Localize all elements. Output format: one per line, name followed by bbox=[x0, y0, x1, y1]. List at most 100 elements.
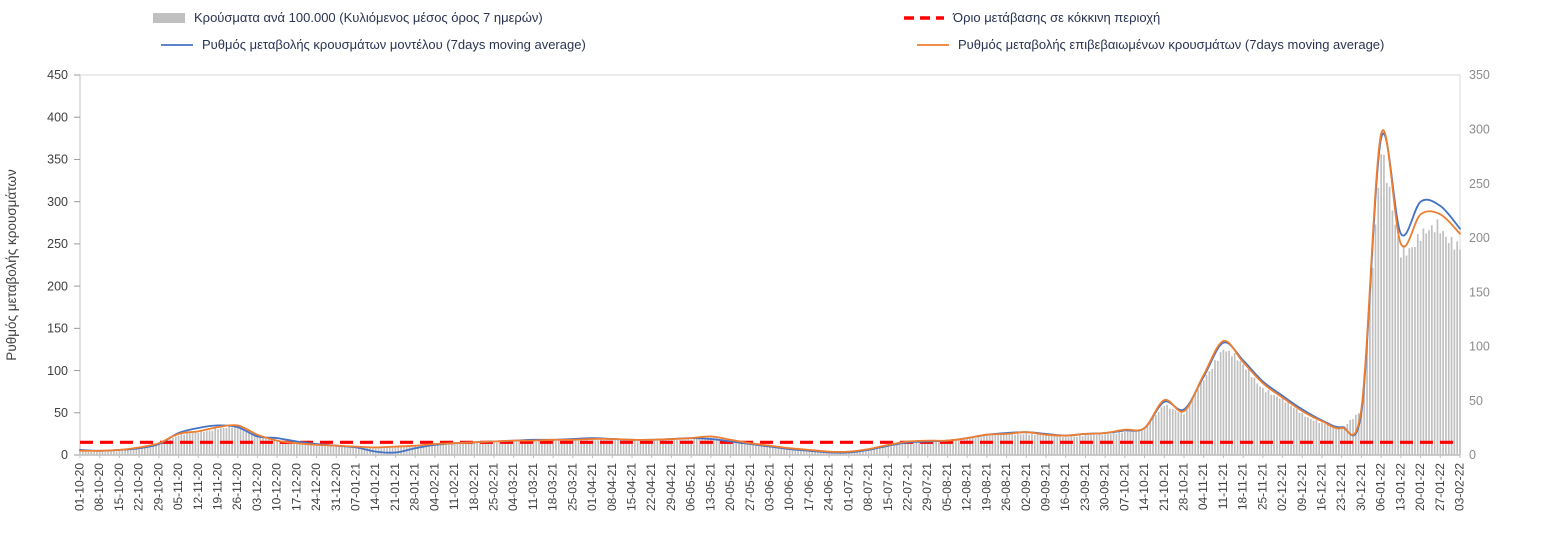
right-axis-labels: 0 50 100 150 200 250 300 350 bbox=[1469, 68, 1490, 462]
svg-text:0: 0 bbox=[1469, 448, 1476, 462]
svg-text:26-11-20: 26-11-20 bbox=[230, 463, 244, 510]
svg-text:11-02-21: 11-02-21 bbox=[447, 463, 461, 510]
svg-text:01-07-21: 01-07-21 bbox=[841, 463, 855, 511]
svg-text:01-10-20: 01-10-20 bbox=[73, 463, 87, 511]
svg-text:25-11-21: 25-11-21 bbox=[1255, 463, 1269, 510]
svg-text:01-04-21: 01-04-21 bbox=[585, 463, 599, 511]
bars-series bbox=[79, 154, 1461, 456]
svg-text:21-10-21: 21-10-21 bbox=[1157, 463, 1171, 511]
svg-text:06-01-22: 06-01-22 bbox=[1374, 463, 1388, 511]
svg-text:03-06-21: 03-06-21 bbox=[763, 463, 777, 511]
legend-label-model-rate: Ρυθμός μεταβολής κρουσμάτων μοντέλου (7d… bbox=[202, 37, 586, 52]
svg-text:18-03-21: 18-03-21 bbox=[546, 463, 560, 511]
svg-text:03-02-22: 03-02-22 bbox=[1453, 463, 1467, 511]
legend-item-confirmed-rate: Ρυθμός μεταβολής επιβεβαιωμένων κρουσμάτ… bbox=[916, 37, 1384, 52]
svg-text:16-12-21: 16-12-21 bbox=[1315, 463, 1329, 511]
model-line-swatch bbox=[161, 43, 193, 46]
svg-text:08-04-21: 08-04-21 bbox=[605, 463, 619, 511]
svg-text:150: 150 bbox=[47, 322, 68, 336]
svg-text:05-08-21: 05-08-21 bbox=[940, 463, 954, 511]
model-line bbox=[79, 132, 1461, 454]
svg-text:15-07-21: 15-07-21 bbox=[881, 463, 895, 511]
y-axis-title: Ρυθμός μεταβολής κρουσμάτων bbox=[4, 169, 19, 361]
svg-text:03-12-20: 03-12-20 bbox=[250, 463, 264, 511]
svg-text:30-12-21: 30-12-21 bbox=[1354, 463, 1368, 511]
svg-text:18-11-21: 18-11-21 bbox=[1236, 463, 1250, 510]
svg-text:150: 150 bbox=[1469, 285, 1490, 299]
bar-series-swatch bbox=[153, 12, 185, 23]
svg-text:350: 350 bbox=[1469, 68, 1490, 82]
confirmed-line-swatch bbox=[917, 43, 949, 46]
svg-text:11-03-21: 11-03-21 bbox=[526, 463, 540, 510]
svg-text:23-09-21: 23-09-21 bbox=[1078, 463, 1092, 511]
legend-item-model-rate: Ρυθμός μεταβολής κρουσμάτων μοντέλου (7d… bbox=[160, 37, 586, 52]
svg-text:23-12-21: 23-12-21 bbox=[1334, 463, 1348, 511]
left-axis-labels: 0 50 100 150 200 250 300 350 400 450 bbox=[47, 68, 80, 462]
svg-text:25-02-21: 25-02-21 bbox=[487, 463, 501, 511]
svg-text:50: 50 bbox=[1469, 394, 1483, 408]
svg-text:28-10-21: 28-10-21 bbox=[1177, 463, 1191, 511]
legend-item-red-zone-threshold: Όριο μετάβασης σε κόκκινη περιοχή bbox=[903, 10, 1160, 25]
svg-text:28-01-21: 28-01-21 bbox=[408, 463, 422, 511]
svg-text:300: 300 bbox=[47, 195, 68, 209]
svg-text:08-10-20: 08-10-20 bbox=[92, 463, 106, 511]
svg-text:24-06-21: 24-06-21 bbox=[822, 463, 836, 511]
svg-text:06-05-21: 06-05-21 bbox=[684, 463, 698, 511]
svg-text:50: 50 bbox=[54, 406, 68, 420]
svg-text:27-01-22: 27-01-22 bbox=[1433, 463, 1447, 511]
svg-text:22-07-21: 22-07-21 bbox=[901, 463, 915, 511]
svg-text:02-09-21: 02-09-21 bbox=[1019, 463, 1033, 511]
svg-text:19-08-21: 19-08-21 bbox=[979, 463, 993, 511]
svg-text:02-12-21: 02-12-21 bbox=[1275, 463, 1289, 511]
svg-text:21-01-21: 21-01-21 bbox=[388, 463, 402, 511]
svg-text:25-03-21: 25-03-21 bbox=[565, 463, 579, 511]
svg-text:20-05-21: 20-05-21 bbox=[723, 463, 737, 511]
svg-text:29-10-20: 29-10-20 bbox=[151, 463, 165, 511]
svg-text:04-11-21: 04-11-21 bbox=[1196, 463, 1210, 510]
legend-label-red-zone-threshold: Όριο μετάβασης σε κόκκινη περιοχή bbox=[953, 10, 1161, 25]
svg-text:100: 100 bbox=[47, 364, 68, 378]
svg-text:18-02-21: 18-02-21 bbox=[467, 463, 481, 511]
svg-text:27-05-21: 27-05-21 bbox=[743, 463, 757, 511]
legend-label-confirmed-rate: Ρυθμός μεταβολής επιβεβαιωμένων κρουσμάτ… bbox=[958, 37, 1385, 52]
svg-text:30-09-21: 30-09-21 bbox=[1098, 463, 1112, 511]
svg-text:400: 400 bbox=[47, 110, 68, 124]
svg-text:0: 0 bbox=[61, 448, 68, 462]
svg-text:350: 350 bbox=[47, 153, 68, 167]
svg-text:31-12-20: 31-12-20 bbox=[329, 463, 343, 511]
svg-text:15-04-21: 15-04-21 bbox=[625, 463, 639, 511]
legend-label-cases-per-100k: Κρούσματα ανά 100.000 (Κυλιόμενος μέσος … bbox=[194, 10, 543, 25]
svg-text:11-11-21: 11-11-21 bbox=[1216, 463, 1230, 510]
svg-text:10-12-20: 10-12-20 bbox=[270, 463, 284, 511]
svg-text:450: 450 bbox=[47, 68, 68, 82]
svg-text:100: 100 bbox=[1469, 340, 1490, 354]
svg-text:19-11-20: 19-11-20 bbox=[211, 463, 225, 510]
svg-text:07-10-21: 07-10-21 bbox=[1117, 463, 1131, 511]
svg-text:250: 250 bbox=[1469, 177, 1490, 191]
svg-text:15-10-20: 15-10-20 bbox=[112, 463, 126, 511]
svg-text:04-02-21: 04-02-21 bbox=[427, 463, 441, 511]
svg-text:07-01-21: 07-01-21 bbox=[349, 463, 363, 511]
svg-text:24-12-20: 24-12-20 bbox=[309, 463, 323, 511]
svg-text:14-01-21: 14-01-21 bbox=[368, 463, 382, 511]
threshold-series-swatch bbox=[904, 15, 944, 20]
svg-text:08-07-21: 08-07-21 bbox=[861, 463, 875, 511]
svg-text:16-09-21: 16-09-21 bbox=[1058, 463, 1072, 511]
svg-text:10-06-21: 10-06-21 bbox=[782, 463, 796, 511]
svg-text:13-01-22: 13-01-22 bbox=[1393, 463, 1407, 511]
confirmed-line bbox=[79, 129, 1461, 453]
svg-text:29-04-21: 29-04-21 bbox=[664, 463, 678, 511]
svg-text:200: 200 bbox=[47, 279, 68, 293]
svg-text:09-09-21: 09-09-21 bbox=[1039, 463, 1053, 511]
svg-text:17-06-21: 17-06-21 bbox=[802, 463, 816, 511]
legend-item-cases-per-100k: Κρούσματα ανά 100.000 (Κυλιόμενος μέσος … bbox=[152, 10, 543, 25]
svg-text:12-11-20: 12-11-20 bbox=[191, 463, 205, 510]
svg-text:09-12-21: 09-12-21 bbox=[1295, 463, 1309, 511]
svg-text:22-10-20: 22-10-20 bbox=[132, 463, 146, 511]
svg-text:250: 250 bbox=[47, 237, 68, 251]
svg-text:20-01-22: 20-01-22 bbox=[1413, 463, 1427, 511]
svg-text:14-10-21: 14-10-21 bbox=[1137, 463, 1151, 511]
svg-text:29-07-21: 29-07-21 bbox=[920, 463, 934, 511]
svg-text:17-12-20: 17-12-20 bbox=[289, 463, 303, 511]
